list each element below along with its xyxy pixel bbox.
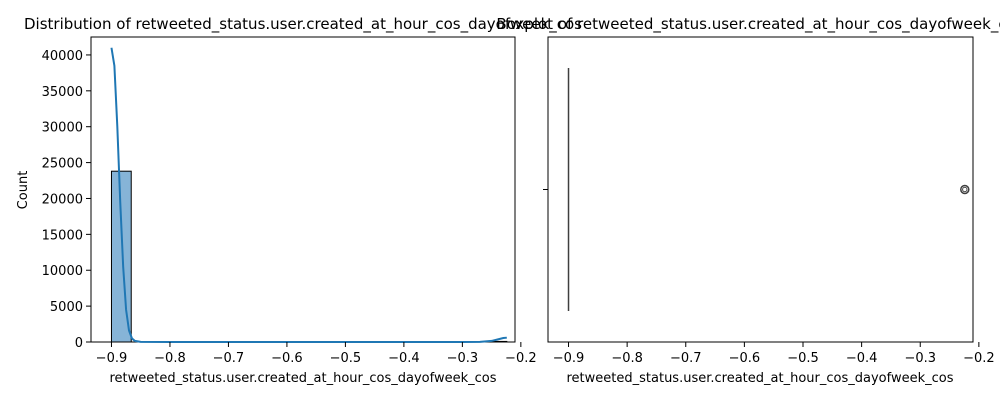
histogram-title: Distribution of retweeted_status.user.cr… [24, 15, 582, 34]
histogram-bars [110, 170, 508, 343]
histogram-kde-line [110, 47, 507, 343]
boxplot-x-tick-label: −0.6 [729, 351, 761, 366]
histogram-panel: −0.9 −0.8 −0.7 −0.6 −0.5 −0.4 −0.3 −0.2 0 5000 10… [16, 15, 582, 386]
histogram-y-tick-label: 15000 [42, 228, 83, 243]
histogram-y-ticks: 0 5000 10000 15000 20000 25000 30000 35000 40000 [42, 49, 91, 351]
boxplot-x-axis-label: retweeted_status.user.created_at_hour_co… [567, 371, 954, 386]
histogram-y-tick-label: 30000 [42, 121, 83, 136]
boxplot-panel: −0.9 −0.8 −0.7 −0.6 −0.5 −0.4 −0.3 −0.2 Boxplot… [496, 15, 1000, 386]
histogram-x-tick-label: −0.8 [154, 351, 186, 366]
histogram-bar [110, 170, 132, 343]
histogram-x-tick-label: −0.3 [447, 351, 479, 366]
boxplot-x-tick-label: −0.7 [670, 351, 702, 366]
boxplot-outlier-point [962, 186, 968, 193]
boxplot-x-ticks: −0.9 −0.8 −0.7 −0.6 −0.5 −0.4 −0.3 −0.2 [553, 342, 995, 366]
boxplot-title: Boxplot of retweeted_status.user.created… [496, 15, 1000, 34]
boxplot-box [567, 68, 970, 311]
histogram-x-tick-label: −0.6 [271, 351, 303, 366]
histogram-x-tick-label: −0.9 [96, 351, 128, 366]
histogram-x-tick-label: −0.7 [213, 351, 245, 366]
histogram-y-tick-label: 25000 [42, 157, 83, 172]
histogram-axes-frame [90, 36, 516, 343]
boxplot-x-tick-label: −0.3 [904, 351, 936, 366]
boxplot-axes-frame [547, 36, 974, 343]
boxplot-x-tick-label: −0.9 [553, 351, 585, 366]
histogram-y-axis-label: Count [16, 171, 31, 210]
histogram-y-tick-label: 20000 [42, 192, 83, 207]
histogram-y-tick-label: 35000 [42, 85, 83, 100]
histogram-x-axis-label: retweeted_status.user.created_at_hour_co… [110, 371, 497, 386]
histogram-y-tick-label: 40000 [42, 49, 83, 64]
histogram-y-tick-label: 5000 [50, 300, 83, 315]
boxplot-x-tick-label: −0.2 [963, 351, 995, 366]
histogram-x-tick-label: −0.2 [505, 351, 537, 366]
boxplot-x-tick-label: −0.5 [787, 351, 819, 366]
histogram-x-tick-label: −0.4 [388, 351, 420, 366]
histogram-y-tick-label: 0 [75, 336, 83, 351]
histogram-x-tick-label: −0.5 [330, 351, 362, 366]
boxplot-x-tick-label: −0.8 [611, 351, 643, 366]
histogram-y-tick-label: 10000 [42, 264, 83, 279]
histogram-x-ticks: −0.9 −0.8 −0.7 −0.6 −0.5 −0.4 −0.3 −0.2 [96, 342, 537, 366]
boxplot-outlier-point [960, 184, 970, 195]
boxplot-x-tick-label: −0.4 [846, 351, 878, 366]
